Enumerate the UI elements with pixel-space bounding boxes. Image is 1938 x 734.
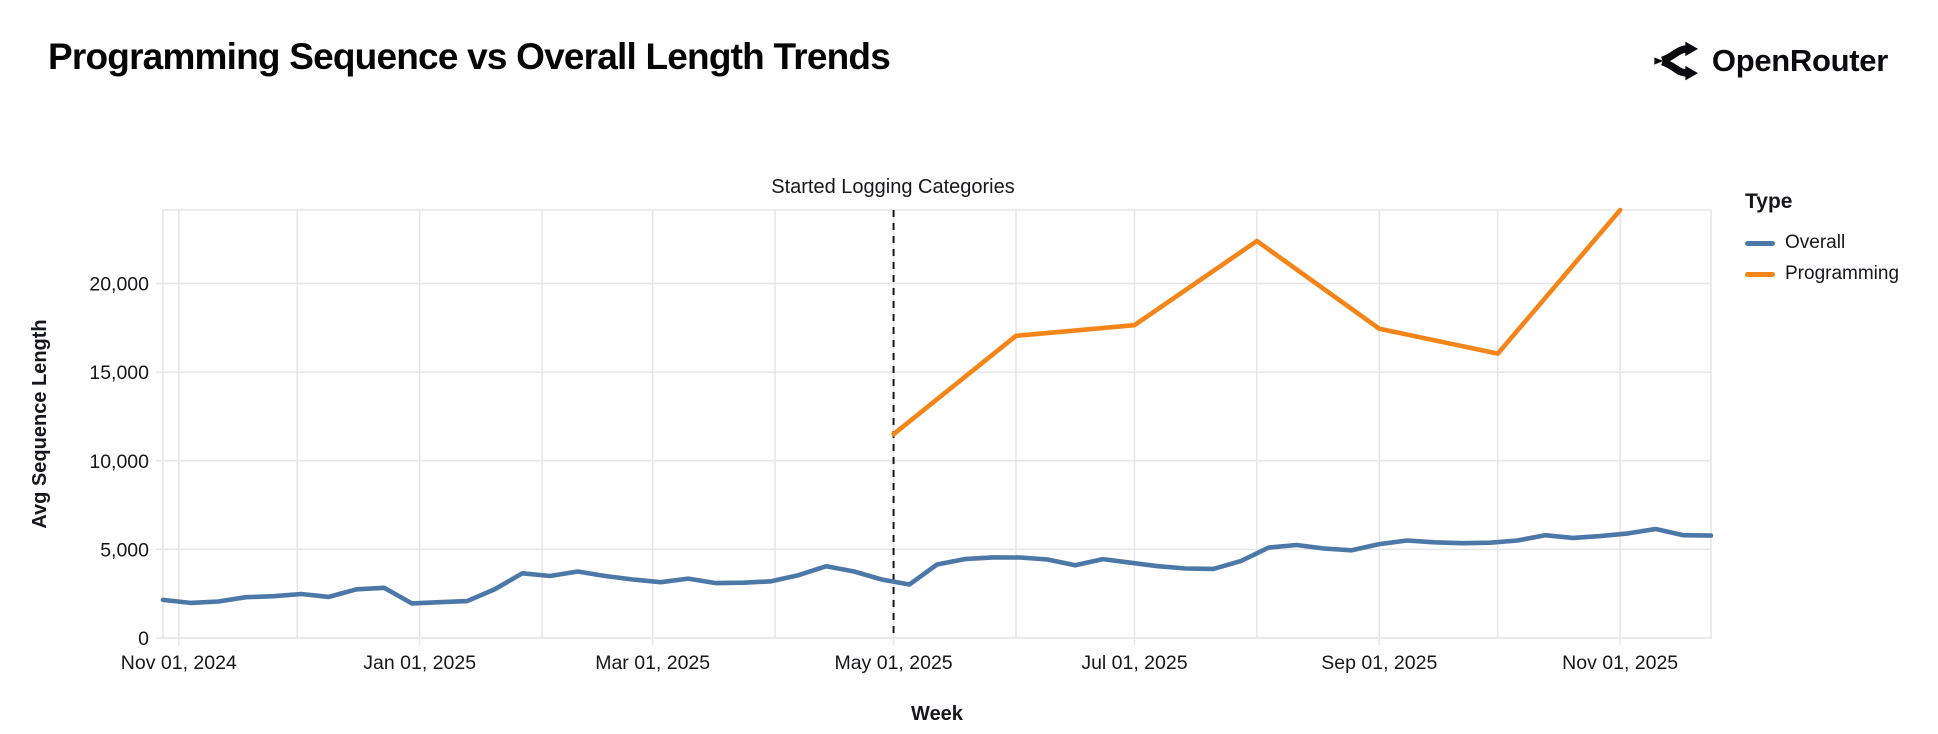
x-tick-label: Jan 01, 2025 — [363, 652, 476, 674]
legend-swatch-programming — [1745, 271, 1775, 277]
x-tick-label: May 01, 2025 — [834, 652, 952, 674]
y-tick-label: 20,000 — [89, 274, 149, 296]
legend: Type Overall Programming — [1745, 190, 1899, 294]
plot-border — [162, 209, 1712, 639]
legend-title: Type — [1745, 190, 1793, 213]
x-axis-title: Week — [911, 703, 964, 725]
legend-swatch-overall — [1745, 240, 1775, 246]
legend-item-label: Programming — [1785, 263, 1900, 284]
legend-item-overall: Overall — [1745, 232, 1899, 254]
x-tick-label: Nov 01, 2025 — [1562, 652, 1678, 674]
y-tick-label: 5,000 — [100, 539, 149, 561]
series-line-programming — [891, 207, 1623, 437]
series-line-overall — [160, 526, 1714, 606]
x-tick-label: Nov 01, 2024 — [121, 652, 237, 674]
y-tick-label: 10,000 — [89, 451, 149, 473]
annotation-label: Started Logging Categories — [771, 176, 1015, 198]
x-tick-label: Mar 01, 2025 — [595, 652, 710, 674]
y-tick-label: 15,000 — [89, 362, 149, 384]
brand-name: OpenRouter — [1711, 43, 1888, 78]
legend-item-programming: Programming — [1745, 263, 1899, 285]
page-title: Programming Sequence vs Overall Length T… — [48, 36, 891, 77]
y-axis-title: Avg Sequence Length — [29, 319, 51, 528]
brand-lockup: OpenRouter — [1652, 38, 1888, 84]
x-tick-label: Jul 01, 2025 — [1081, 652, 1187, 674]
legend-item-label: Overall — [1785, 232, 1846, 253]
openrouter-logo-icon — [1652, 38, 1698, 84]
x-tick-label: Sep 01, 2025 — [1321, 652, 1437, 674]
y-tick-label: 0 — [138, 628, 149, 650]
